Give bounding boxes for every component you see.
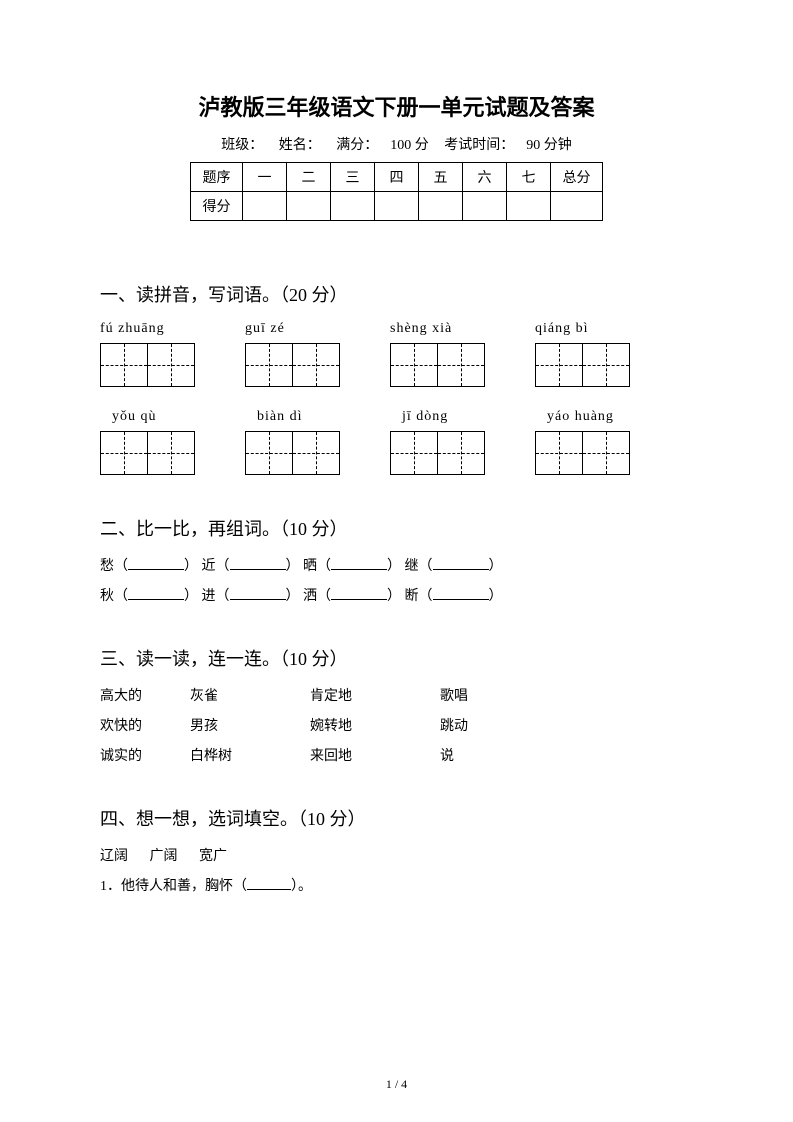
blank[interactable] xyxy=(247,876,291,890)
table-cell: 六 xyxy=(463,163,507,192)
table-cell: 五 xyxy=(419,163,463,192)
answer-boxes-row xyxy=(100,431,693,475)
table-cell[interactable] xyxy=(419,192,463,221)
page-title: 泸教版三年级语文下册一单元试题及答案 xyxy=(100,90,693,122)
blank[interactable] xyxy=(433,586,489,600)
q2-char: 洒 xyxy=(303,589,317,604)
table-cell: 四 xyxy=(375,163,419,192)
table-cell[interactable] xyxy=(243,192,287,221)
pinyin-text: fú zhuāng xyxy=(100,321,195,337)
time-label: 考试时间： xyxy=(444,138,514,153)
q4-word-bank: 辽阔 广阔 宽广 xyxy=(100,845,693,865)
q2-heading: 二、比一比，再组词。（10 分） xyxy=(100,515,693,541)
table-cell[interactable] xyxy=(331,192,375,221)
char-box-pair[interactable] xyxy=(100,343,195,387)
pinyin-text: qiáng bì xyxy=(535,321,630,337)
pinyin-text: jī dòng xyxy=(402,409,497,425)
q3-cell: 男孩 xyxy=(190,715,310,735)
table-cell: 总分 xyxy=(551,163,603,192)
q2-char: 进 xyxy=(202,589,216,604)
fullscore-label: 满分： xyxy=(336,138,378,153)
blank[interactable] xyxy=(128,556,184,570)
q2-char: 秋 xyxy=(100,589,114,604)
pinyin-row: yǒu qù biàn dì jī dòng yáo huàng xyxy=(112,409,693,425)
table-cell: 七 xyxy=(507,163,551,192)
score-table: 题序 一 二 三 四 五 六 七 总分 得分 xyxy=(190,162,603,221)
pinyin-row: fú zhuāng guī zé shèng xià qiáng bì xyxy=(100,321,693,337)
name-label: 姓名： xyxy=(279,138,321,153)
q4-text: 1．他待人和善，胸怀（ xyxy=(100,879,247,894)
char-box-pair[interactable] xyxy=(245,431,340,475)
q3-cell: 说 xyxy=(440,745,520,765)
question-3: 三、读一读，连一连。（10 分） 高大的 灰雀 肯定地 歌唱 欢快的 男孩 婉转… xyxy=(100,645,693,765)
q3-cell: 歌唱 xyxy=(440,685,520,705)
pinyin-text: biàn dì xyxy=(257,409,352,425)
table-cell[interactable] xyxy=(463,192,507,221)
table-cell: 三 xyxy=(331,163,375,192)
blank[interactable] xyxy=(230,586,286,600)
q3-cell: 高大的 xyxy=(100,685,190,705)
exam-info: 班级： 姓名： 满分： 100 分 考试时间： 90 分钟 xyxy=(100,134,693,154)
question-1: 一、读拼音，写词语。（20 分） fú zhuāng guī zé shèng … xyxy=(100,281,693,475)
table-cell: 一 xyxy=(243,163,287,192)
q2-line: 秋（） 进（） 洒（） 断（） xyxy=(100,585,693,605)
char-box-pair[interactable] xyxy=(535,431,630,475)
q4-sentence: 1．他待人和善，胸怀（ ）。 xyxy=(100,875,693,895)
q3-cell: 灰雀 xyxy=(190,685,310,705)
table-row: 得分 xyxy=(191,192,603,221)
table-cell: 题序 xyxy=(191,163,243,192)
q3-cell: 诚实的 xyxy=(100,745,190,765)
q4-word: 辽阔 xyxy=(100,849,128,864)
q4-text: ）。 xyxy=(291,879,312,894)
q2-char: 近 xyxy=(202,559,216,574)
q1-heading: 一、读拼音，写词语。（20 分） xyxy=(100,281,693,307)
blank[interactable] xyxy=(331,586,387,600)
q3-cell: 来回地 xyxy=(310,745,440,765)
pinyin-text: yǒu qù xyxy=(112,409,207,425)
table-row: 题序 一 二 三 四 五 六 七 总分 xyxy=(191,163,603,192)
answer-boxes-row xyxy=(100,343,693,387)
q2-char: 愁 xyxy=(100,559,114,574)
blank[interactable] xyxy=(230,556,286,570)
fullscore-value: 100 分 xyxy=(390,138,429,153)
q3-grid: 高大的 灰雀 肯定地 歌唱 欢快的 男孩 婉转地 跳动 诚实的 白桦树 来回地 … xyxy=(100,685,693,765)
pinyin-text: shèng xià xyxy=(390,321,485,337)
q4-word: 宽广 xyxy=(199,849,227,864)
q3-heading: 三、读一读，连一连。（10 分） xyxy=(100,645,693,671)
blank[interactable] xyxy=(331,556,387,570)
q3-cell: 跳动 xyxy=(440,715,520,735)
q2-line: 愁（） 近（） 晒（） 继（） xyxy=(100,555,693,575)
char-box-pair[interactable] xyxy=(390,343,485,387)
table-cell[interactable] xyxy=(551,192,603,221)
char-box-pair[interactable] xyxy=(390,431,485,475)
q3-cell: 白桦树 xyxy=(190,745,310,765)
char-box-pair[interactable] xyxy=(535,343,630,387)
q2-char: 继 xyxy=(405,559,419,574)
page-number: 1 / 4 xyxy=(0,1077,793,1092)
table-cell: 二 xyxy=(287,163,331,192)
q2-char: 断 xyxy=(405,589,419,604)
q4-heading: 四、想一想，选词填空。（10 分） xyxy=(100,805,693,831)
question-4: 四、想一想，选词填空。（10 分） 辽阔 广阔 宽广 1．他待人和善，胸怀（ ）。 xyxy=(100,805,693,895)
blank[interactable] xyxy=(433,556,489,570)
table-cell[interactable] xyxy=(507,192,551,221)
pinyin-text: yáo huàng xyxy=(547,409,642,425)
time-value: 90 分钟 xyxy=(526,138,572,153)
q3-cell: 肯定地 xyxy=(310,685,440,705)
pinyin-text: guī zé xyxy=(245,321,340,337)
question-2: 二、比一比，再组词。（10 分） 愁（） 近（） 晒（） 继（） 秋（） 进（）… xyxy=(100,515,693,605)
blank[interactable] xyxy=(128,586,184,600)
char-box-pair[interactable] xyxy=(245,343,340,387)
table-cell[interactable] xyxy=(375,192,419,221)
q2-char: 晒 xyxy=(303,559,317,574)
q4-word: 广阔 xyxy=(150,849,178,864)
q3-cell: 欢快的 xyxy=(100,715,190,735)
table-cell: 得分 xyxy=(191,192,243,221)
table-cell[interactable] xyxy=(287,192,331,221)
char-box-pair[interactable] xyxy=(100,431,195,475)
q3-cell: 婉转地 xyxy=(310,715,440,735)
class-label: 班级： xyxy=(221,138,263,153)
